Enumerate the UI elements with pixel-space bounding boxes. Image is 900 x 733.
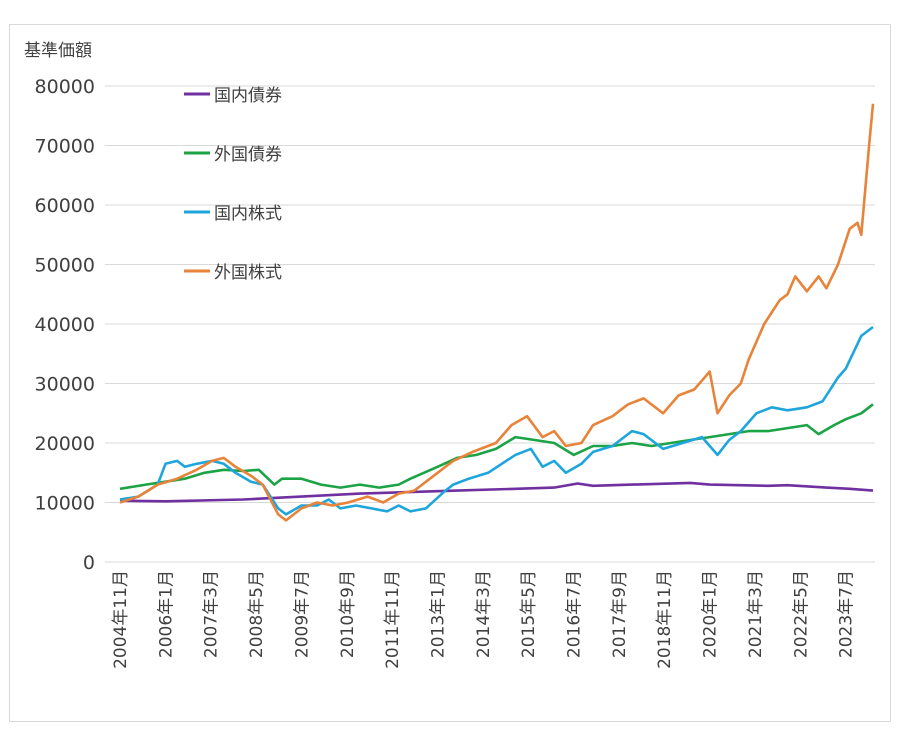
y-axis-label: 基準価額: [24, 41, 92, 61]
legend-label: 外国債券: [214, 145, 282, 165]
y-tick-label: 20000: [35, 433, 95, 455]
x-tick-label: 2008年5月: [247, 570, 267, 658]
y-tick-label: 70000: [35, 136, 95, 158]
legend-label: 外国株式: [214, 263, 282, 283]
y-tick-label: 10000: [35, 493, 95, 515]
series-line-2: [119, 403, 874, 491]
y-tick-label: 50000: [35, 255, 95, 277]
x-tick-label: 2013年1月: [428, 570, 448, 658]
x-tick-label: 2015年5月: [519, 570, 539, 658]
x-tick-label: 2010年9月: [338, 570, 358, 658]
x-tick-label: 2014年3月: [474, 570, 494, 658]
legend-label: 国内株式: [214, 204, 282, 224]
y-tick-label: 40000: [35, 314, 95, 336]
x-tick-label: 2009年7月: [292, 570, 312, 658]
chart-frame: [9, 24, 891, 722]
series-line-4: [119, 103, 875, 522]
x-tick-label: 2004年11月: [111, 570, 131, 669]
series-line-3: [119, 325, 874, 516]
x-tick-label: 2020年1月: [701, 570, 721, 658]
series-line-1: [119, 481, 874, 503]
legend-label: 国内債券: [214, 86, 282, 106]
y-tick-label: 60000: [35, 195, 95, 217]
x-tick-label: 2023年7月: [837, 570, 857, 658]
y-tick-label: 0: [83, 552, 95, 574]
x-tick-label: 2021年3月: [746, 570, 766, 658]
x-tick-label: 2007年3月: [202, 570, 222, 658]
x-tick-label: 2006年1月: [156, 570, 176, 658]
x-tick-label: 2011年11月: [383, 570, 403, 669]
x-tick-label: 2018年11月: [655, 570, 675, 669]
x-tick-label: 2016年7月: [565, 570, 585, 658]
x-tick-label: 2017年9月: [610, 570, 630, 658]
y-tick-label: 80000: [35, 76, 95, 98]
x-tick-label: 2022年5月: [791, 570, 811, 658]
y-tick-label: 30000: [35, 374, 95, 396]
